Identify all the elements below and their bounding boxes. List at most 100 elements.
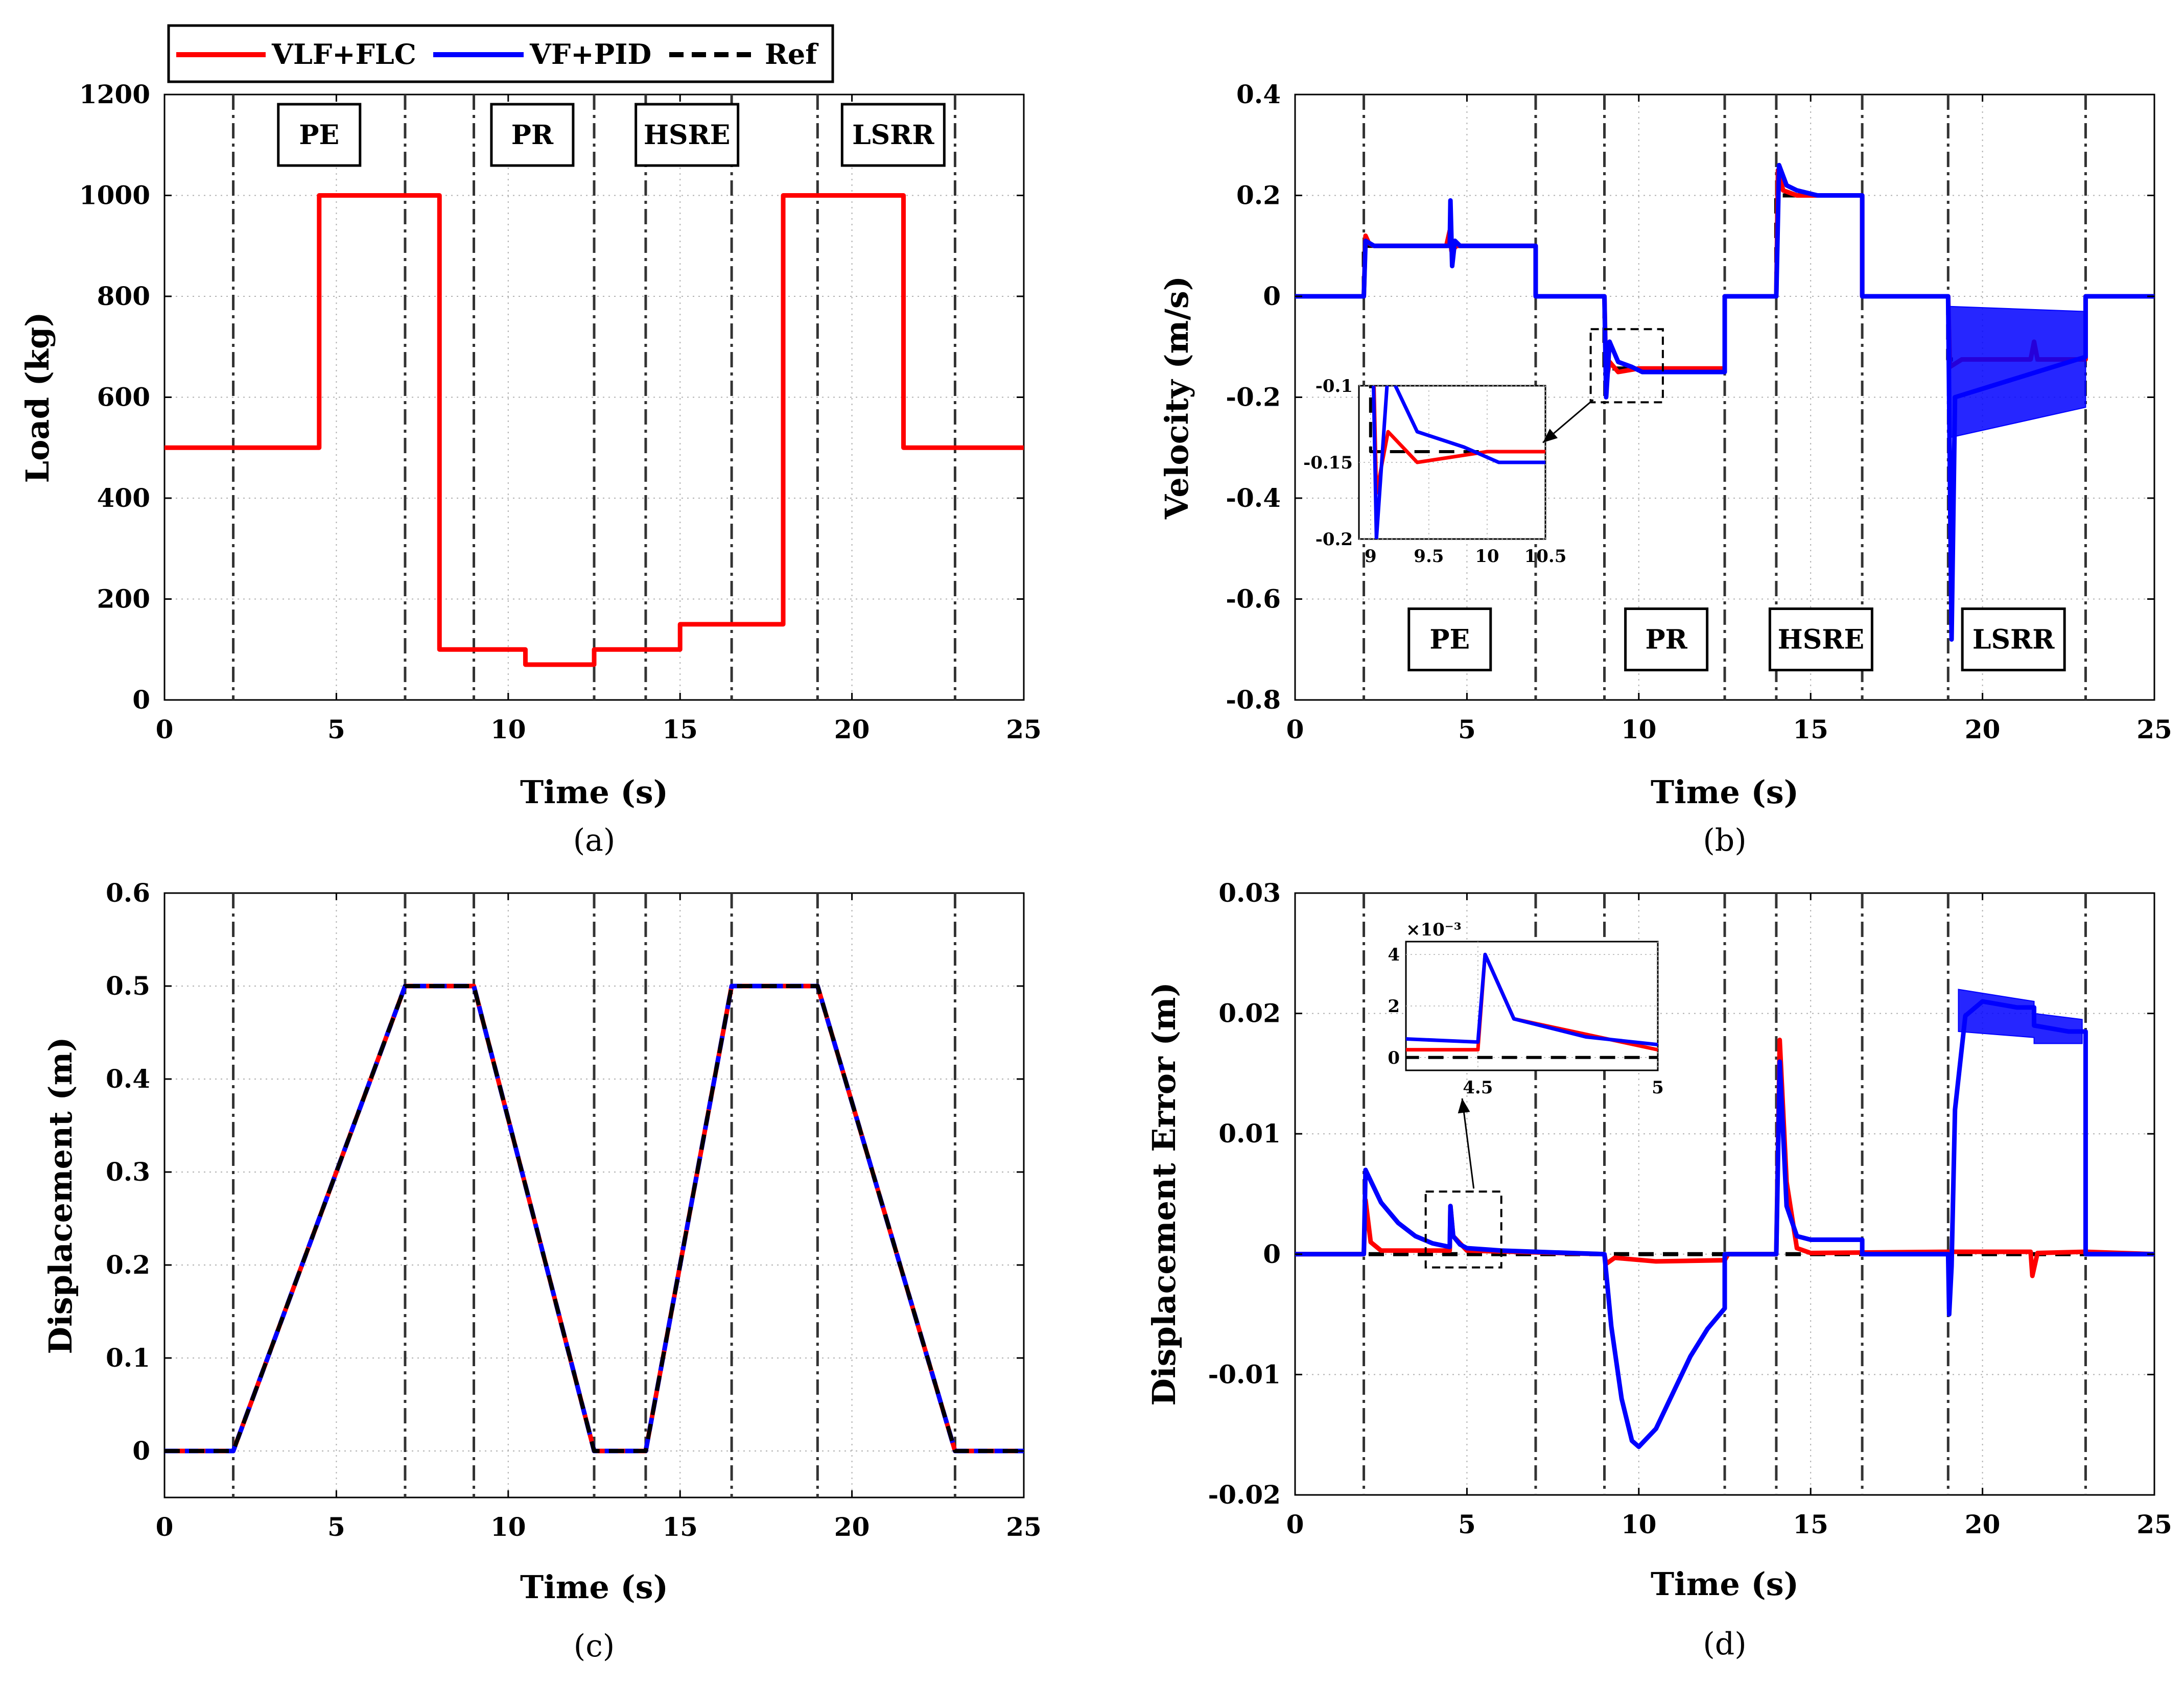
inset-x-tick-label: 10 — [1475, 546, 1499, 567]
y-tick-label: 0.3 — [106, 1157, 150, 1187]
y-tick-label: 1200 — [79, 79, 150, 109]
phase-label-box — [635, 103, 740, 167]
x-tick-label: 10 — [1621, 714, 1657, 744]
y-tick-label: 0.03 — [1218, 878, 1281, 908]
panel-label: (c) — [574, 1628, 615, 1664]
x-axis-label: Time (s) — [520, 1568, 668, 1606]
phase-label-box — [840, 103, 946, 167]
inset-x-tick-label: 9 — [1365, 546, 1377, 567]
phase-label-lsrr: LSRR — [1972, 624, 2055, 655]
inset-series-vf-pid — [1406, 952, 1658, 1047]
phase-label-box — [490, 103, 575, 167]
x-tick-label: 10 — [490, 714, 526, 744]
x-tick-label: 15 — [1793, 1509, 1828, 1539]
x-tick-label: 20 — [834, 1512, 870, 1542]
phase-label-hsre: HSRE — [1778, 624, 1865, 655]
y-axis-label: Velocity (m/s) — [1158, 276, 1195, 520]
x-tick-label: 0 — [1286, 714, 1304, 744]
x-axis-label: Time (s) — [1651, 774, 1799, 811]
chart-displacement: 0 5 10 15 20 25 0 0.1 0.2 0.3 0.4 0.5 0.6 Time (s) D… — [42, 878, 1042, 1664]
inset-y-tick-label: -0.1 — [1316, 376, 1353, 396]
phase-label-box — [277, 103, 362, 167]
y-tick-label: 800 — [97, 281, 150, 311]
legend-label-vf-pid: VF+PID — [529, 38, 651, 71]
panel-label: (b) — [1703, 823, 1746, 858]
y-tick-label: 0.01 — [1218, 1118, 1281, 1149]
x-axis-label: Time (s) — [520, 774, 668, 811]
legend: VLF+FLC VF+PID Ref — [167, 24, 834, 83]
tick-labels: 0 5 10 15 20 25 0 0.1 0.2 0.3 0.4 0.5 0.6 — [106, 878, 1042, 1542]
y-tick-label: 0.02 — [1218, 998, 1281, 1028]
chart-displacement-error: 0 5 10 15 20 25 -0.02 -0.01 0 0.01 0.02 0.03 4.5 5 0 2… — [1145, 878, 2172, 1662]
phase-labels: PE PR HSRE LSRR — [1407, 607, 2066, 671]
x-tick-label: 25 — [2136, 714, 2172, 744]
x-tick-label: 5 — [1458, 1509, 1476, 1539]
y-axis-label: Displacement (m) — [42, 1037, 79, 1354]
phase-label-box — [1624, 607, 1709, 671]
tick-labels: 0 5 10 15 20 25 -0.8 -0.6 -0.4 -0.2 0 0.2 0.4 — [1226, 79, 2172, 744]
x-tick-label: 25 — [1006, 714, 1042, 744]
zoom-arrow-line — [1461, 1098, 1475, 1189]
inset-y-tick-label: -0.2 — [1316, 529, 1353, 550]
panel-label: (d) — [1703, 1626, 1746, 1662]
series-vf-pid-oscillation-band-band — [1958, 989, 2083, 1044]
y-tick-label: 0.2 — [106, 1250, 150, 1280]
inset-x-tick-label: 10.5 — [1524, 546, 1567, 567]
zoom-region-box — [1424, 1190, 1502, 1269]
series-ref — [165, 984, 1024, 1453]
y-tick-label: -0.01 — [1208, 1359, 1281, 1389]
y-axis-label: Displacement Error (m) — [1145, 982, 1183, 1406]
x-tick-label: 25 — [2136, 1509, 2172, 1539]
zoom-arrow-head — [1543, 429, 1558, 443]
inset-x-tick-label: 4.5 — [1463, 1078, 1493, 1098]
inset-y-tick-label: 0 — [1388, 1048, 1400, 1068]
y-tick-label: 0.5 — [106, 971, 150, 1001]
inset-y-tick-label: 2 — [1388, 996, 1400, 1017]
y-tick-label: -0.2 — [1226, 382, 1281, 412]
y-tick-label: 600 — [97, 382, 150, 412]
phase-label-pr: PR — [1645, 624, 1687, 655]
x-tick-label: 10 — [490, 1512, 526, 1542]
y-tick-label: 200 — [97, 584, 150, 614]
chart-load: PE PR HSRE LSRR 0 5 10 15 20 25 0 200 400 600 800 1000… — [19, 79, 1042, 858]
phase-label-lsrr: LSRR — [852, 120, 934, 151]
series-group — [165, 193, 1024, 667]
y-tick-label: 0 — [1263, 281, 1281, 311]
grid — [1295, 893, 2154, 1495]
x-tick-label: 15 — [662, 1512, 698, 1542]
series-group — [1295, 989, 2154, 1449]
zoom-inset: 4.5 5 0 2 4 ×10⁻³ — [1388, 920, 1664, 1269]
y-tick-label: -0.8 — [1226, 685, 1281, 715]
y-tick-label: 0 — [1263, 1239, 1281, 1269]
zoom-inset: 9 9.5 10 10.5 -0.2 -0.15 -0.1 — [1303, 328, 1664, 567]
x-tick-label: 5 — [327, 714, 345, 744]
x-tick-label: 5 — [1458, 714, 1476, 744]
inset-x-tick-label: 5 — [1652, 1078, 1664, 1098]
legend-label-vlf-flc: VLF+FLC — [271, 38, 416, 71]
x-tick-label: 0 — [156, 1512, 174, 1542]
phase-label-pe: PE — [1429, 624, 1470, 655]
x-tick-label: 20 — [1965, 1509, 2001, 1539]
x-tick-label: 15 — [662, 714, 698, 744]
inset-exponent-label: ×10⁻³ — [1406, 920, 1462, 940]
y-tick-label: 0.6 — [106, 878, 150, 908]
x-tick-label: 0 — [156, 714, 174, 744]
series-group — [1295, 162, 2154, 642]
y-tick-label: 0.2 — [1236, 180, 1281, 210]
phase-label-box — [1768, 607, 1873, 671]
zoom-arrow-head — [1458, 1098, 1470, 1114]
y-tick-label: 0.1 — [106, 1343, 150, 1373]
legend-label-ref: Ref — [765, 38, 819, 71]
panel-label: (a) — [573, 823, 616, 858]
y-tick-label: 0 — [132, 685, 150, 715]
tick-labels: 0 5 10 15 20 25 0 200 400 600 800 1000 1200 — [79, 79, 1042, 744]
phase-label-pe: PE — [299, 120, 339, 151]
series-load — [165, 193, 1024, 667]
inset-y-tick-label: -0.15 — [1303, 453, 1353, 473]
series-vlf-flc — [1295, 1037, 2154, 1278]
zoom-region-box — [1589, 328, 1664, 404]
y-tick-label: 400 — [97, 483, 150, 513]
inset-x-tick-label: 9.5 — [1414, 546, 1444, 567]
